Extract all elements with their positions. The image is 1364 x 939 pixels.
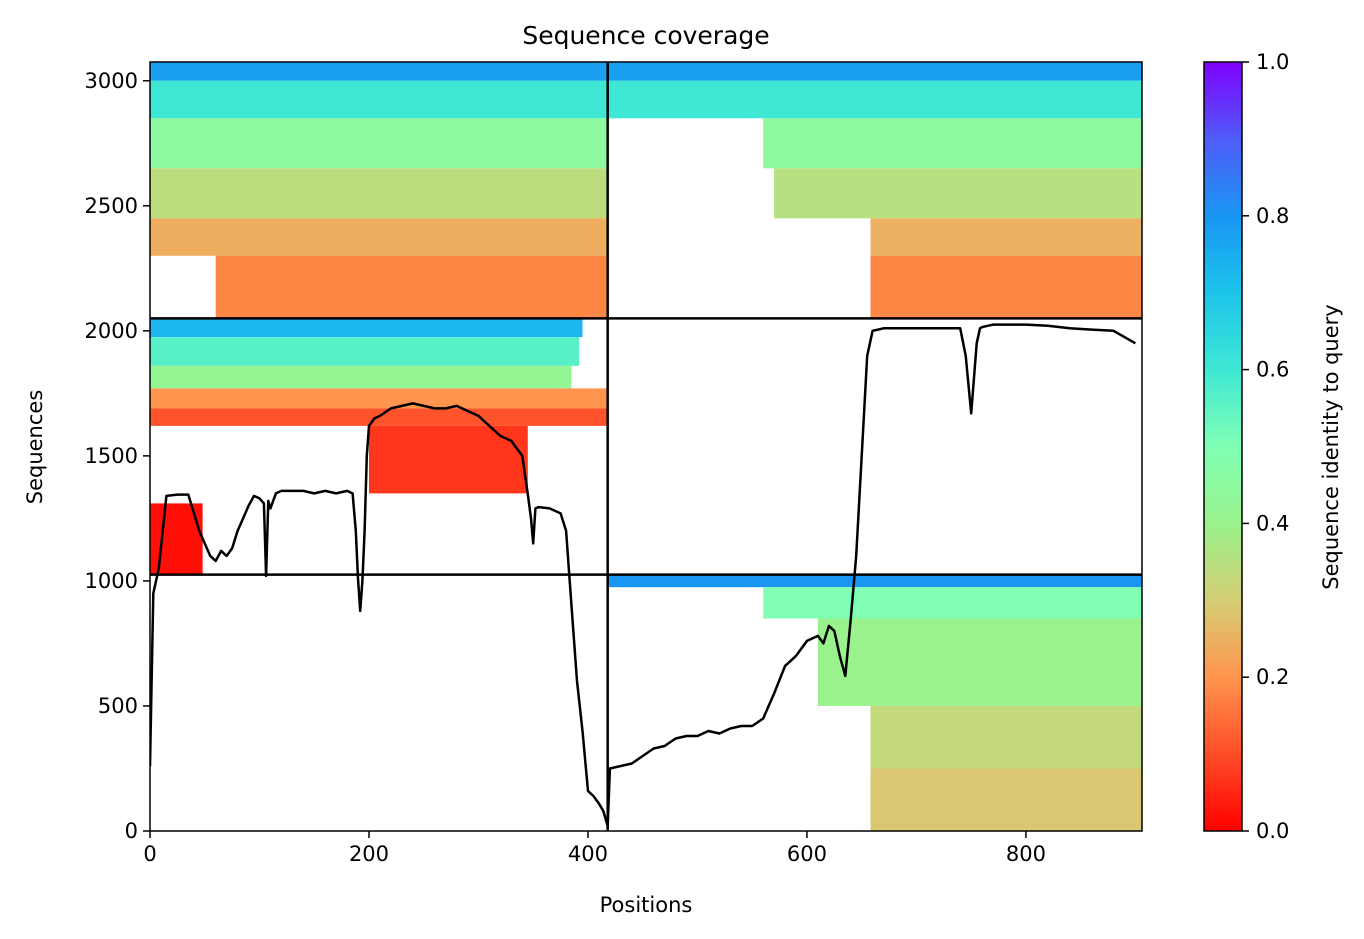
identity-band-0-0 xyxy=(150,318,583,338)
identity-band-0-5 xyxy=(369,425,528,494)
y-tick-label-1000: 1000 xyxy=(85,569,138,593)
identity-band-0-2 xyxy=(150,365,572,389)
y-tick-label-1500: 1500 xyxy=(85,444,138,468)
identity-band-3-2 xyxy=(817,618,1142,706)
identity-band-0-1 xyxy=(150,337,580,366)
identity-band-3-1 xyxy=(763,587,1142,619)
identity-band-1-5 xyxy=(215,255,608,319)
x-axis-ticks: 0 200 400 600 800 xyxy=(143,831,1046,866)
x-tick-label-800: 800 xyxy=(1006,842,1046,866)
colorbar-ticks: 0.0 0.2 0.4 0.6 0.8 1.0 xyxy=(1242,50,1289,843)
identity-band-1-2 xyxy=(150,118,608,169)
y-axis-label: Sequences xyxy=(23,390,47,505)
x-tick-label-200: 200 xyxy=(349,842,389,866)
y-tick-label-2500: 2500 xyxy=(85,194,138,218)
identity-band-2-5 xyxy=(870,255,1142,319)
identity-band-3-3 xyxy=(870,706,1142,769)
colorbar xyxy=(1203,61,1243,832)
colorbar-tick-label-0.2: 0.2 xyxy=(1256,665,1289,689)
identity-band-2-3 xyxy=(774,168,1142,219)
colorbar-tick-label-1.0: 1.0 xyxy=(1256,50,1289,74)
identity-band-1-4 xyxy=(150,218,608,256)
identity-band-1-3 xyxy=(150,168,608,219)
colorbar-tick-label-0.4: 0.4 xyxy=(1256,511,1289,535)
coverage-line xyxy=(150,323,1137,828)
identity-band-2-2 xyxy=(763,118,1142,169)
x-tick-label-600: 600 xyxy=(787,842,827,866)
chart-title: Sequence coverage xyxy=(522,21,769,50)
identity-band-0-3 xyxy=(150,388,608,409)
y-tick-label-3000: 3000 xyxy=(85,69,138,93)
colorbar-tick-label-0.8: 0.8 xyxy=(1256,204,1289,228)
identity-band-3-4 xyxy=(870,768,1142,831)
plot-area xyxy=(150,62,1142,831)
colorbar-tick-label-0.0: 0.0 xyxy=(1256,819,1289,843)
identity-band-2-4 xyxy=(870,218,1142,256)
x-tick-label-400: 400 xyxy=(568,842,608,866)
plot-frame xyxy=(149,61,1143,832)
identity-band-3-0 xyxy=(607,574,1142,588)
identity-band-2-1 xyxy=(607,80,1142,119)
block-dividers xyxy=(150,62,1142,831)
x-axis-label: Positions xyxy=(600,893,693,917)
y-axis-ticks: 0 500 1000 1500 2000 2500 3000 xyxy=(85,69,150,843)
identity-band-1-1 xyxy=(150,80,608,119)
identity-band-2-0 xyxy=(607,62,1142,81)
colorbar-tick-label-0.6: 0.6 xyxy=(1256,358,1289,382)
y-tick-label-0: 0 xyxy=(125,819,138,843)
colorbar-label: Sequence identity to query xyxy=(1319,304,1343,589)
y-tick-label-2000: 2000 xyxy=(85,319,138,343)
x-tick-label-0: 0 xyxy=(143,842,156,866)
identity-band-1-0 xyxy=(150,62,608,81)
y-tick-label-500: 500 xyxy=(98,694,138,718)
